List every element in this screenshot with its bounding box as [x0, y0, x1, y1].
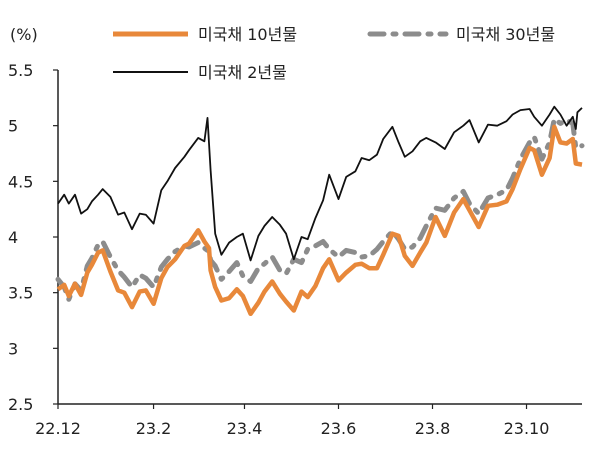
- x-tick-label-0: 22.12: [35, 419, 81, 438]
- legend: 미국채 10년물 미국채 30년물 미국채 2년물: [113, 25, 555, 82]
- y-unit-label: (%): [10, 25, 38, 44]
- x-tick-label-2: 23.4: [227, 419, 263, 438]
- x-axis-ticks: 22.12 23.2 23.4 23.6 23.8 23.10: [35, 404, 549, 438]
- y-tick-label-0: 2.5: [8, 395, 33, 414]
- y-tick-label-6: 5.5: [8, 61, 33, 80]
- x-tick-label-5: 23.10: [504, 419, 550, 438]
- y-tick-label-3: 4: [8, 228, 18, 247]
- y-tick-label-2: 3.5: [8, 284, 33, 303]
- series-line-2y: [57, 105, 583, 262]
- legend-label-30y: 미국채 30년물: [456, 25, 555, 44]
- legend-label-10y: 미국채 10년물: [198, 25, 297, 44]
- series-line-30y: [55, 116, 585, 302]
- x-tick-label-4: 23.8: [415, 419, 451, 438]
- legend-label-2y: 미국채 2년물: [198, 63, 287, 82]
- legend-item-10y: 미국채 10년물: [113, 25, 297, 44]
- series-layer: [55, 105, 585, 317]
- series-line-10y: [56, 124, 583, 317]
- legend-item-2y: 미국채 2년물: [113, 63, 287, 82]
- x-tick-label-3: 23.6: [321, 419, 357, 438]
- y-tick-label-4: 4.5: [8, 172, 33, 191]
- x-tick-label-1: 23.2: [136, 419, 172, 438]
- y-axis-ticks: 2.5 3 3.5 4 4.5 5 5.5: [8, 61, 58, 414]
- y-tick-label-1: 3: [8, 339, 18, 358]
- y-tick-label-5: 5: [8, 117, 18, 136]
- legend-item-30y: 미국채 30년물: [367, 25, 555, 44]
